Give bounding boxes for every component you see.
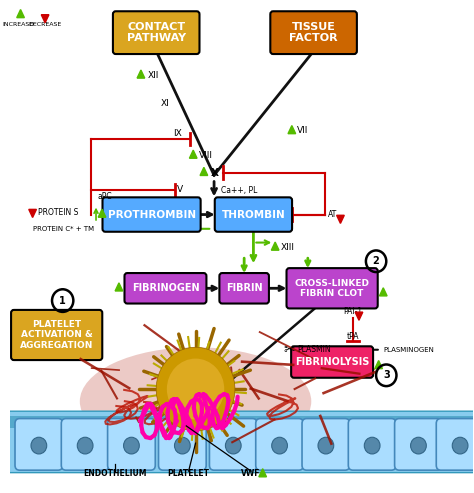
Text: DECREASE: DECREASE [28, 22, 62, 27]
Circle shape [167, 358, 224, 420]
FancyBboxPatch shape [219, 273, 269, 304]
FancyBboxPatch shape [125, 273, 207, 304]
FancyBboxPatch shape [11, 310, 102, 360]
Text: FIBRINOGEN: FIBRINOGEN [132, 283, 199, 293]
Circle shape [31, 437, 47, 454]
Text: PROTHROMBIN: PROTHROMBIN [108, 210, 196, 219]
Text: 3: 3 [383, 370, 390, 380]
Text: XIII: XIII [281, 244, 295, 252]
Text: FIBRINOLYSIS: FIBRINOLYSIS [295, 357, 369, 367]
FancyBboxPatch shape [302, 419, 350, 470]
Polygon shape [98, 209, 106, 217]
Polygon shape [259, 469, 266, 477]
Text: Ca++, PL: Ca++, PL [221, 186, 257, 195]
FancyBboxPatch shape [215, 197, 292, 232]
Ellipse shape [80, 347, 311, 456]
Text: THROMBIN: THROMBIN [221, 210, 285, 219]
Circle shape [226, 437, 241, 454]
Text: VIII: VIII [199, 151, 213, 160]
Text: XII: XII [147, 71, 159, 80]
Text: PROTEIN S: PROTEIN S [38, 208, 79, 216]
Polygon shape [380, 288, 387, 296]
Text: VII: VII [297, 127, 309, 136]
Text: PAI-1: PAI-1 [344, 307, 363, 316]
Text: TISSUE
FACTOR: TISSUE FACTOR [289, 22, 338, 43]
Circle shape [174, 437, 190, 454]
FancyBboxPatch shape [8, 411, 474, 473]
Text: FIBRIN: FIBRIN [226, 283, 263, 293]
Text: CROSS-LINKED
FIBRIN CLOT: CROSS-LINKED FIBRIN CLOT [295, 279, 370, 298]
FancyBboxPatch shape [158, 419, 206, 470]
Text: CONTACT
PATHWAY: CONTACT PATHWAY [127, 22, 186, 43]
Text: X: X [210, 168, 219, 178]
Text: PLATELET: PLATELET [168, 469, 210, 478]
Text: ENDOTHELIUM: ENDOTHELIUM [83, 469, 146, 478]
Polygon shape [337, 215, 344, 223]
FancyBboxPatch shape [291, 346, 373, 378]
Circle shape [124, 437, 139, 454]
Polygon shape [190, 150, 197, 158]
Text: INCREASE: INCREASE [2, 22, 33, 27]
Circle shape [410, 437, 426, 454]
Text: PLASMINOGEN: PLASMINOGEN [383, 347, 434, 352]
FancyBboxPatch shape [348, 419, 396, 470]
Circle shape [365, 437, 380, 454]
FancyBboxPatch shape [286, 268, 378, 309]
Text: VWF: VWF [241, 469, 261, 478]
Polygon shape [17, 9, 24, 18]
Text: 2: 2 [373, 256, 380, 266]
Polygon shape [200, 167, 208, 176]
Polygon shape [355, 312, 363, 320]
Text: ✂: ✂ [283, 343, 295, 357]
Text: 1: 1 [59, 296, 66, 306]
Polygon shape [288, 126, 296, 134]
Circle shape [452, 437, 468, 454]
Polygon shape [271, 242, 279, 250]
Circle shape [77, 437, 93, 454]
Text: IX: IX [173, 129, 182, 138]
FancyBboxPatch shape [15, 419, 63, 470]
FancyBboxPatch shape [113, 11, 200, 54]
Text: PLATELET
ACTIVATION &
AGGREGATION: PLATELET ACTIVATION & AGGREGATION [20, 320, 93, 350]
FancyBboxPatch shape [436, 419, 474, 470]
FancyBboxPatch shape [270, 11, 357, 54]
Polygon shape [137, 70, 145, 78]
FancyBboxPatch shape [210, 419, 257, 470]
Polygon shape [41, 15, 49, 23]
FancyBboxPatch shape [256, 419, 303, 470]
FancyBboxPatch shape [61, 419, 109, 470]
FancyBboxPatch shape [102, 197, 201, 232]
Text: V: V [177, 185, 183, 194]
Circle shape [156, 347, 235, 431]
Text: tPA: tPA [346, 332, 359, 341]
FancyBboxPatch shape [108, 419, 155, 470]
Text: PLASMIN: PLASMIN [297, 345, 331, 354]
Text: AT: AT [328, 210, 337, 219]
Text: XI: XI [161, 100, 170, 108]
Polygon shape [29, 210, 36, 217]
Text: aPC: aPC [98, 192, 112, 201]
FancyBboxPatch shape [10, 416, 474, 428]
Circle shape [272, 437, 287, 454]
Polygon shape [375, 360, 383, 369]
Circle shape [318, 437, 334, 454]
Polygon shape [115, 283, 123, 291]
FancyBboxPatch shape [395, 419, 442, 470]
Text: PROTEIN C* + TM: PROTEIN C* + TM [33, 226, 94, 232]
